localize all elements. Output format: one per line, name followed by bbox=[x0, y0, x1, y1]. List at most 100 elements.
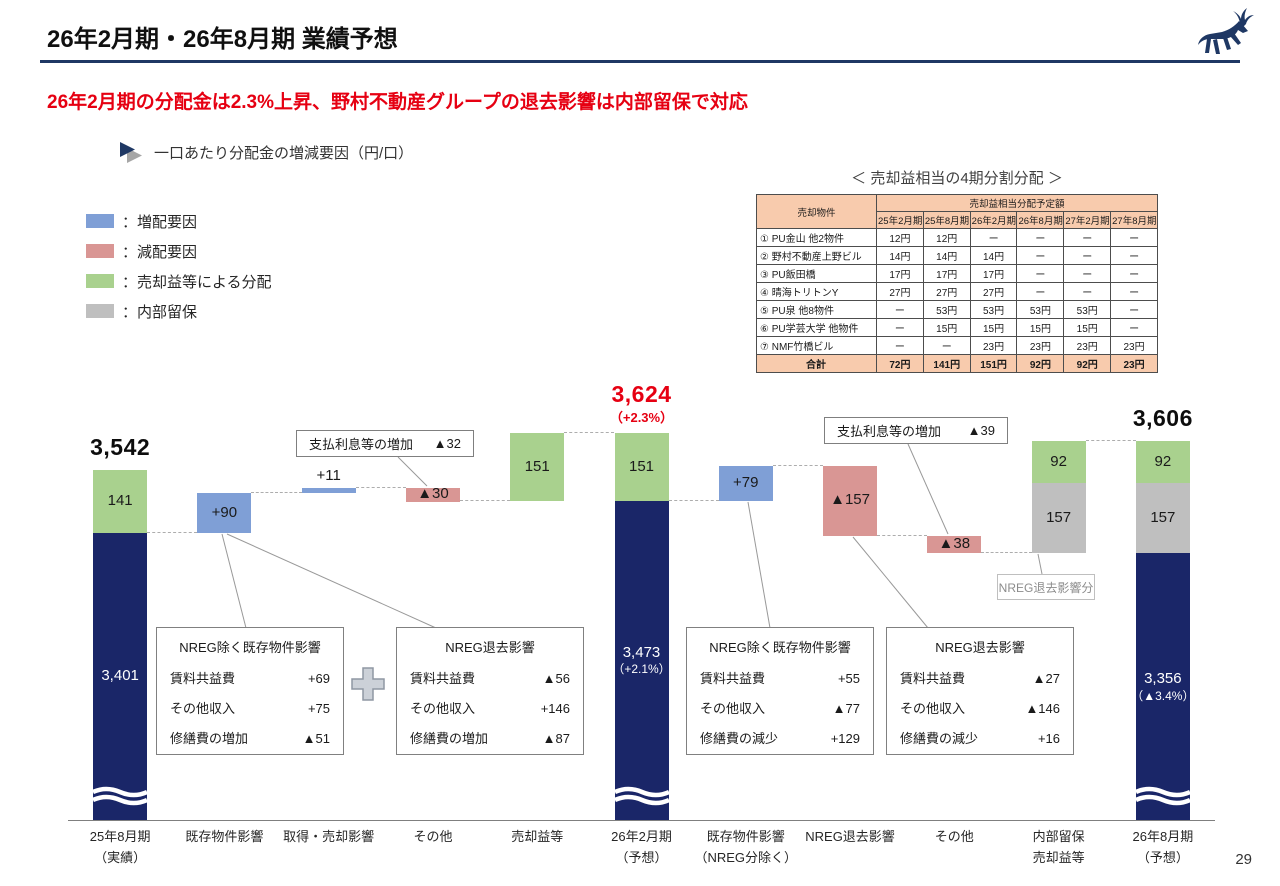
detail-box-row: その他収入 +75 bbox=[170, 694, 330, 724]
detail-row-label: 賃料共益費 bbox=[170, 671, 236, 686]
bar-value-label: 151 bbox=[524, 457, 550, 475]
detail-box-existing-ex-nreg-h1: NREG除く既存物件影響賃料共益費 +69 その他収入 +75 修繕費の増加 ▲51 bbox=[156, 627, 344, 755]
legend-item-0: ：増配要因 bbox=[86, 206, 272, 236]
chart-caption: 一口あたり分配金の増減要因（円/口） bbox=[118, 142, 413, 163]
detail-row-value: +55 bbox=[837, 671, 860, 686]
chart-caption-label: 一口あたり分配金の増減要因（円/口） bbox=[154, 145, 414, 162]
legend-label: ：増配要因 bbox=[122, 213, 198, 231]
step-connector bbox=[877, 535, 928, 537]
callout-interest-increase-1: 支払利息等の増加 ▲32 bbox=[296, 430, 474, 457]
bar-other-2-pink: ▲38 bbox=[927, 535, 982, 554]
step-connector bbox=[459, 500, 511, 502]
detail-row-label: 修繕費の減少 bbox=[700, 731, 779, 746]
axis-break-mark bbox=[614, 786, 669, 806]
detail-row-value: ▲27 bbox=[1032, 671, 1060, 686]
step-connector bbox=[564, 432, 615, 434]
detail-box-row: その他収入 ▲146 bbox=[900, 694, 1060, 724]
bar-value-label: 3,401 bbox=[101, 667, 139, 685]
detail-box-title: NREG退去影響 bbox=[445, 640, 535, 655]
total-value: 3,606 bbox=[1132, 405, 1193, 432]
subtitle: 26年2月期の分配金は2.3%上昇、野村不動産グループの退去影響は内部留保で対応 bbox=[47, 92, 748, 113]
table-period-header: 27年8月期 bbox=[1110, 211, 1158, 229]
legend-item-3: ：内部留保 bbox=[86, 296, 272, 326]
bar-fy26aug-forecast-gray: 157 bbox=[1135, 482, 1190, 554]
detail-box-row: 修繕費の増加 ▲51 bbox=[170, 724, 330, 754]
bar-value-label: 3,356 （▲3.4%） bbox=[1131, 669, 1195, 703]
detail-box-title: NREG退去影響 bbox=[935, 640, 1025, 655]
total-value: 3,624 bbox=[611, 381, 672, 408]
table-total-row: 合計 72円 141円 151円 92円 92円 23円 bbox=[756, 354, 1158, 373]
legend-color-chip bbox=[86, 274, 114, 288]
table-period-header: 26年2月期 bbox=[969, 211, 1018, 229]
detail-box-row: その他収入 +146 bbox=[410, 694, 570, 724]
bar-value-label: ▲38 bbox=[938, 535, 971, 553]
title-divider bbox=[40, 60, 1240, 63]
detail-row-value: ▲56 bbox=[542, 671, 570, 686]
legend-label: ：売却益等による分配 bbox=[122, 273, 272, 291]
bar-value-label: 92 bbox=[1154, 452, 1172, 470]
detail-box-row: 修繕費の減少 +16 bbox=[900, 724, 1060, 754]
axis-break-mark bbox=[93, 786, 148, 806]
table-cell: 23円 bbox=[1110, 354, 1158, 373]
bar-fy26aug-forecast-green: 92 bbox=[1135, 441, 1190, 483]
bar-value-label: 157 bbox=[1046, 508, 1072, 526]
detail-box-row: 賃料共益費 +55 bbox=[700, 664, 860, 694]
bar-fy26aug-forecast-navy: 3,356 （▲3.4%） bbox=[1131, 553, 1195, 820]
step-connector bbox=[668, 500, 719, 502]
total-label: 3,624 （+2.3%） bbox=[572, 381, 712, 426]
gain-split-table-section: ＜ 売却益相当の4期分割分配 ＞ 売却物件 売却益相当分配予定額 25年2月期 25年… bbox=[756, 167, 1158, 373]
bar-value-label: 3,473 （+2.1%） bbox=[612, 643, 671, 677]
detail-row-label: その他収入 bbox=[170, 701, 236, 716]
total-value: 3,542 bbox=[90, 434, 151, 460]
legend-item-2: ：売却益等による分配 bbox=[86, 266, 272, 296]
detail-box-nreg-impact-h1: NREG退去影響 賃料共益費 ▲56 その他収入 +146 修繕費の増加 ▲87 bbox=[396, 627, 584, 755]
detail-box-existing-ex-nreg-h2: NREG除く既存物件影響 賃料共益費 +55 その他収入 ▲77 修繕費の減少 +129 bbox=[686, 627, 874, 755]
bar-retained-and-gain-gray: 157 bbox=[1031, 482, 1086, 554]
bar-existing-impact-ex-nreg-blue: +79 bbox=[718, 465, 773, 502]
page-number: 29 bbox=[1235, 851, 1252, 868]
bar-fy26feb-forecast-green: 151 bbox=[614, 433, 669, 502]
callout-value: ▲39 bbox=[967, 423, 995, 438]
x-axis-label: 26年2月期 （予想） bbox=[611, 829, 672, 865]
detail-row-label: 修繕費の減少 bbox=[900, 731, 979, 746]
x-axis-label: その他 bbox=[413, 829, 453, 844]
bar-retained-and-gain-green: 92 bbox=[1031, 441, 1086, 483]
step-connector bbox=[1085, 440, 1136, 442]
bar-value-label: ▲30 bbox=[417, 485, 449, 503]
detail-box-nreg-impact-h2: NREG退去影響 賃料共益費 ▲27 その他収入 ▲146 修繕費の減少 +16 bbox=[886, 627, 1074, 755]
legend-label: ：減配要因 bbox=[122, 243, 198, 261]
x-axis-label: 内部留保 売却益等 bbox=[1032, 829, 1085, 865]
step-connector bbox=[772, 464, 824, 466]
bar-nreg-withdrawal-impact-pink: ▲157 bbox=[823, 465, 878, 537]
page-title: 26年2月期・26年8月期 業績予想 bbox=[47, 26, 398, 53]
callout-text: 支払利息等の増加 bbox=[837, 424, 942, 439]
detail-box-row: 修繕費の増加 ▲87 bbox=[410, 724, 570, 754]
step-connector bbox=[251, 491, 302, 493]
detail-row-value: ▲146 bbox=[1025, 701, 1060, 716]
x-axis-label: 26年8月期 （予想） bbox=[1132, 829, 1194, 865]
bar-value-label: ▲157 bbox=[830, 491, 870, 509]
detail-row-value: +16 bbox=[1037, 731, 1060, 746]
detail-row-value: +69 bbox=[307, 671, 330, 686]
table-cell: 92円 bbox=[1063, 354, 1112, 373]
bar-value-label: +11 bbox=[316, 467, 341, 484]
table-cell: 151円 bbox=[969, 354, 1018, 373]
deer-logo bbox=[1198, 8, 1254, 54]
detail-row-label: その他収入 bbox=[410, 701, 476, 716]
detail-row-value: ▲77 bbox=[832, 701, 860, 716]
detail-box-row: 賃料共益費 +69 bbox=[170, 664, 330, 694]
detail-box-title: NREG除く既存物件影響 bbox=[179, 640, 321, 655]
callout-value: ▲32 bbox=[433, 436, 461, 451]
legend-color-chip bbox=[86, 214, 114, 228]
bar-fy26feb-forecast-navy: 3,473 （+2.1%） bbox=[612, 501, 671, 820]
detail-row-value: +146 bbox=[540, 701, 570, 716]
total-label: 3,606 bbox=[1093, 405, 1233, 432]
callout-nreg-withdrawal-portion: NREG退去影響分 bbox=[997, 574, 1095, 600]
x-axis-line bbox=[68, 820, 1215, 821]
bar-other-1-pink: ▲30 bbox=[405, 485, 460, 503]
table-header-group: 売却益相当分配予定額 bbox=[876, 194, 1158, 212]
table-period-header: 25年8月期 bbox=[922, 211, 971, 229]
detail-row-label: その他収入 bbox=[900, 701, 966, 716]
detail-row-label: 賃料共益費 bbox=[700, 671, 766, 686]
